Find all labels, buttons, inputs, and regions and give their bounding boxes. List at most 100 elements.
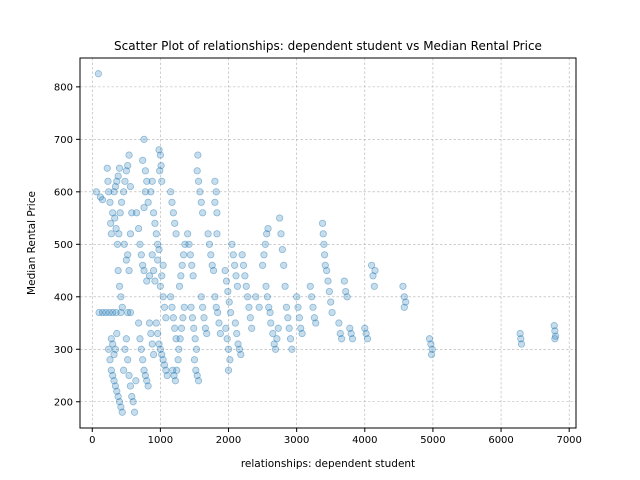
scatter-point <box>201 324 209 332</box>
scatter-point <box>228 240 236 248</box>
scatter-point <box>203 329 211 338</box>
scatter-point <box>113 177 121 185</box>
scatter-point <box>338 335 346 343</box>
scatter-point <box>321 261 329 269</box>
chart-title: Scatter Plot of relationships: dependent… <box>114 39 542 53</box>
scatter-point <box>285 324 293 332</box>
scatter-point <box>158 177 166 185</box>
scatter-point <box>141 188 150 196</box>
scatter-point <box>184 230 192 238</box>
scatter-point <box>134 319 143 327</box>
scatter-point <box>235 345 244 353</box>
scatter-point <box>96 193 105 201</box>
scatter-point <box>132 209 141 217</box>
scatter-point <box>111 182 120 191</box>
scatter-point <box>273 335 281 343</box>
scatter-point <box>126 308 135 317</box>
scatter-point <box>226 308 235 317</box>
scatter-point <box>233 329 241 338</box>
scatter-point <box>124 161 132 170</box>
scatter-point <box>294 303 302 311</box>
y-tick-label: 300 <box>54 345 73 356</box>
scatter-point <box>261 240 269 248</box>
scatter-point <box>172 335 180 343</box>
scatter-point <box>172 230 180 238</box>
scatter-point <box>274 324 282 332</box>
scatter-point <box>158 272 166 280</box>
scatter-point <box>278 245 286 254</box>
scatter-point <box>242 282 250 290</box>
scatter-point <box>194 177 203 185</box>
scatter-point <box>346 324 354 332</box>
scatter-point <box>98 196 107 204</box>
scatter-point <box>120 188 128 196</box>
scatter-point <box>157 161 165 170</box>
scatter-point <box>179 251 188 259</box>
scatter-point <box>193 167 201 175</box>
scatter-point <box>173 366 181 374</box>
scatter-point <box>143 377 151 385</box>
scatter-point <box>115 398 124 406</box>
scatter-point <box>194 377 203 385</box>
scatter-point <box>141 167 150 175</box>
scatter-point <box>225 298 233 306</box>
scatter-point <box>140 366 148 374</box>
scatter-point <box>193 371 201 380</box>
scatter-point <box>104 177 112 185</box>
scatter-point <box>342 287 350 296</box>
scatter-point <box>276 214 284 222</box>
x-tick-label: 1000 <box>148 435 173 446</box>
scatter-point <box>122 335 130 343</box>
scatter-point <box>189 272 197 280</box>
scatter-point <box>170 371 178 380</box>
scatter-point <box>427 350 436 359</box>
scatter-point <box>186 251 194 259</box>
scatter-point <box>151 277 159 285</box>
scatter-point <box>139 356 147 364</box>
scatter-point <box>238 251 246 259</box>
scatter-point <box>260 251 268 259</box>
scatter-point <box>152 230 160 238</box>
scatter-point <box>288 345 296 353</box>
scatter-point <box>196 188 204 196</box>
scatter-point <box>111 382 120 390</box>
scatter-point <box>125 151 133 159</box>
scatter-point <box>208 261 216 269</box>
scatter-point <box>120 366 128 374</box>
scatter-point <box>155 245 163 254</box>
scatter-point <box>105 188 113 196</box>
scatter-point <box>226 356 234 364</box>
scatter-point <box>263 230 271 238</box>
scatter-point <box>179 314 187 322</box>
scatter-point <box>233 282 241 290</box>
scatter-point <box>224 287 232 296</box>
scatter-point <box>399 282 407 290</box>
scatter-point <box>124 308 132 317</box>
scatter-point <box>178 261 186 269</box>
scatter-point <box>211 177 219 185</box>
scatter-point <box>112 308 120 317</box>
x-tick-label: 6000 <box>488 435 513 446</box>
scatter-point <box>191 335 199 343</box>
scatter-point <box>115 164 124 172</box>
scatter-point <box>188 314 197 322</box>
scatter-point <box>126 382 135 390</box>
scatter-point <box>348 335 357 343</box>
scatter-point <box>114 392 122 401</box>
scatter-point <box>137 345 145 353</box>
scatter-point <box>319 230 327 238</box>
scatter-point <box>402 298 410 306</box>
scatter-point <box>336 329 344 338</box>
x-axis-label: relationships: dependent student <box>241 458 415 470</box>
scatter-point <box>113 240 122 248</box>
scatter-point <box>107 219 115 227</box>
scatter-points <box>92 70 560 416</box>
scatter-point <box>516 329 524 338</box>
scatter-point <box>234 340 242 348</box>
scatter-point <box>277 230 285 238</box>
scatter-point <box>107 230 115 238</box>
scatter-point <box>129 398 137 406</box>
scatter-point <box>158 350 166 359</box>
scatter-point <box>370 282 378 290</box>
